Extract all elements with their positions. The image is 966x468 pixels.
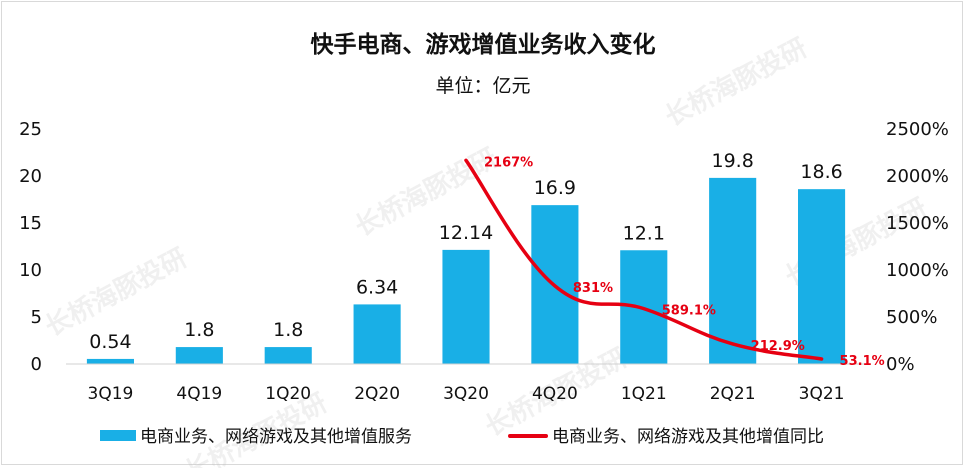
x-tick-label: 3Q20 <box>443 384 489 404</box>
bar-value-label: 0.54 <box>89 331 131 353</box>
bar-2Q20 <box>353 304 401 364</box>
left-tick-label: 0 <box>31 354 42 375</box>
right-tick-label: 1000% <box>886 260 949 281</box>
watermark-text-2: 长桥海豚投研 <box>660 33 812 133</box>
bar-value-label: 18.6 <box>800 161 842 183</box>
legend-bar-label: 电商业务、网络游戏及其他增值服务 <box>140 427 412 447</box>
line-series <box>464 158 824 361</box>
x-axis: 3Q19 4Q19 1Q20 2Q20 3Q20 4Q20 1Q21 2Q21 3Q21 <box>66 363 866 404</box>
right-tick-label: 1500% <box>886 213 949 234</box>
right-tick-label: 2000% <box>886 166 949 187</box>
line-labels: 2167% 831% 589.1% 212.9% 53.1% <box>484 155 885 369</box>
left-tick-label: 20 <box>19 166 42 187</box>
x-tick-label: 3Q19 <box>88 384 134 404</box>
x-tick-label: 2Q21 <box>710 384 756 404</box>
watermark-text-0: 长桥海豚投研 <box>40 243 192 343</box>
x-tick-label: 3Q21 <box>799 384 845 404</box>
right-tick-label: 2500% <box>886 119 949 140</box>
line-value-label: 831% <box>573 281 613 296</box>
left-tick-label: 10 <box>19 260 42 281</box>
bar-3Q21 <box>798 189 846 364</box>
bar-value-label: 6.34 <box>356 276 398 298</box>
line-value-label: 2167% <box>484 155 533 170</box>
bar-3Q19 <box>86 358 134 364</box>
right-axis: 0% 500% 1000% 1500% 2000% 2500% <box>886 119 949 375</box>
bar-value-label: 1.8 <box>184 319 214 341</box>
legend: 电商业务、网络游戏及其他增值服务 电商业务、网络游戏及其他增值同比 <box>100 427 824 447</box>
bar-3Q20 <box>442 249 490 364</box>
bar-4Q19 <box>175 347 223 364</box>
right-tick-label: 500% <box>886 307 937 328</box>
x-tick-label: 1Q20 <box>265 384 311 404</box>
x-tick-label: 1Q21 <box>621 384 667 404</box>
x-tick-label: 2Q20 <box>354 384 400 404</box>
right-tick-label: 0% <box>886 354 915 375</box>
bar-value-label: 12.1 <box>623 222 665 244</box>
left-tick-label: 25 <box>19 119 42 140</box>
left-axis: 0 5 10 15 20 25 <box>19 119 42 375</box>
x-tick-label: 4Q20 <box>532 384 578 404</box>
line-value-label: 212.9% <box>751 339 805 354</box>
bar-value-label: 16.9 <box>534 177 576 199</box>
bar-2Q21 <box>709 177 757 364</box>
left-tick-label: 15 <box>19 213 42 234</box>
chart-title: 快手电商、游戏增值业务收入变化 <box>311 31 656 58</box>
left-tick-label: 5 <box>31 307 42 328</box>
bar-1Q20 <box>264 347 312 364</box>
line-value-label: 53.1% <box>840 354 885 369</box>
x-tick-label: 4Q19 <box>176 384 222 404</box>
legend-bar-swatch <box>100 430 136 441</box>
legend-line-label: 电商业务、网络游戏及其他增值同比 <box>552 427 824 447</box>
yoy-line <box>464 158 824 361</box>
bar-value-label: 19.8 <box>712 150 754 172</box>
bar-labels: 0.54 1.8 1.8 6.34 12.14 16.9 12.1 19.8 18.6 <box>89 150 842 353</box>
chart-subtitle: 单位：亿元 <box>435 75 530 97</box>
line-value-label: 589.1% <box>662 304 716 319</box>
bar-value-label: 1.8 <box>273 319 303 341</box>
bar-value-label: 12.14 <box>439 222 493 244</box>
